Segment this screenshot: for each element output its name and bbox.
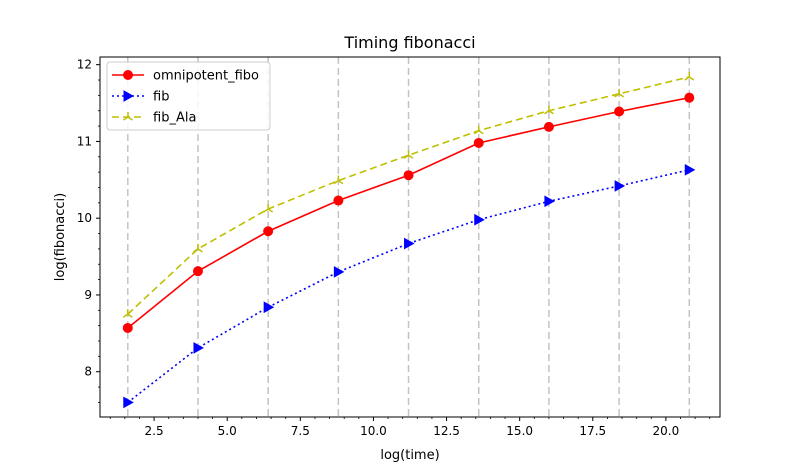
x-tick-label: 7.5 [291,424,310,438]
data-point [123,90,135,102]
series-line [127,76,690,315]
series-layer [122,71,696,409]
y-tick-label: 10 [77,211,92,225]
data-point [543,105,554,115]
data-point [333,266,345,278]
data-point [473,137,484,148]
x-axis-label: log(time) [380,448,439,463]
legend-label: fib_Ala [153,111,196,126]
data-point [473,125,484,135]
x-tick-label: 17.5 [579,424,606,438]
data-point [263,226,274,237]
data-point [333,175,344,185]
series-fib [123,163,696,409]
plot-area [99,56,721,418]
legend-label: omnipotent_fibo [153,69,259,84]
y-axis-label: log(fibonacci) [53,193,68,281]
data-point [263,203,274,213]
data-point [192,266,203,277]
data-point [614,88,625,98]
data-point [123,396,134,409]
x-tick-label: 2.5 [145,424,164,438]
data-point [333,195,344,206]
x-tick-label: 15.0 [506,424,533,438]
x-tick-label: 20.0 [653,424,680,438]
y-tick-label: 11 [77,134,92,148]
data-point [684,163,696,176]
data-point [544,195,555,208]
data-point [123,70,133,80]
legend-item: fib [112,90,169,105]
data-point [614,180,626,192]
x-tick-label: 12.5 [433,424,460,438]
chart-title: Timing fibonacci [343,33,475,52]
legend-item: omnipotent_fibo [112,69,259,84]
data-point [193,342,205,354]
data-point [403,170,414,181]
series-omnipotent_fibo [122,92,695,333]
legend-label: fib [153,90,169,105]
x-tick-label: 5.0 [218,424,237,438]
data-point [404,237,415,250]
data-point [263,301,275,314]
data-point [684,92,695,103]
axes: 2.5 5.0 7.5 10.0 12.5 15.0 17.5 20.0 8 9 10 11 12 [77,58,711,438]
data-point [684,71,695,81]
y-tick-label: 8 [84,365,92,379]
y-tick-label: 9 [84,288,92,302]
data-point [122,309,133,318]
data-point [403,150,414,159]
y-tick-label: 12 [77,58,92,72]
data-point [543,121,554,132]
series-fib_Ala [122,71,695,318]
legend-item: fib_Ala [112,111,196,126]
x-tick-label: 10.0 [360,424,387,438]
data-point [474,213,485,226]
data-point [614,106,625,117]
data-point [123,112,133,121]
data-point [193,243,203,253]
data-point [122,322,133,333]
series-line [127,169,690,404]
legend-box [106,61,271,131]
